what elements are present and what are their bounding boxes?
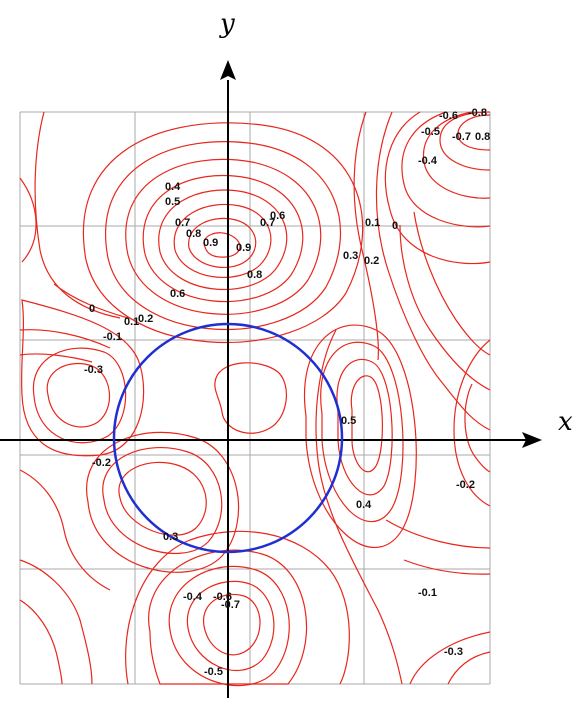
contour-label: -0.7 (221, 599, 240, 611)
contour-label: 0.7 (175, 217, 190, 229)
contour-label: 0.8 (475, 131, 490, 143)
contour-label: 0.8 (186, 228, 201, 240)
contour-label: 0.9 (236, 242, 251, 254)
y-axis-label: y (219, 9, 235, 39)
y-axis-arrow-icon (220, 60, 236, 80)
contour-label: -0.3 (84, 364, 103, 376)
contour-label: -0.6 (439, 110, 458, 122)
contour-label: 0.4 (356, 499, 372, 511)
contour-label: 0.1 (124, 316, 139, 328)
grid (19, 111, 491, 685)
contour-label: -0.7 (452, 131, 471, 143)
contour-label: 0.2 (138, 313, 153, 325)
contour-label: 0 (89, 303, 95, 315)
contour-label: 0.2 (364, 255, 379, 267)
contour-label: 0.6 (170, 288, 185, 300)
contour-label: -0.1 (418, 587, 437, 599)
contour-label: -0.4 (418, 155, 438, 167)
axes (0, 60, 542, 698)
contour-label: 0.3 (343, 250, 358, 262)
contour-label: 0.9 (203, 237, 218, 249)
contour-label: 0.5 (341, 415, 356, 427)
contour-label: 0.1 (365, 217, 380, 229)
contour-labels: -0.6 -0.8 -0.5 -0.7 0.8 -0.4 0.4 0.5 0.6… (84, 107, 490, 678)
contour-label: 0.6 (270, 210, 285, 222)
contour-label: -0.5 (421, 126, 440, 138)
contour-label: -0.3 (444, 646, 463, 658)
x-axis-label: x (558, 407, 573, 437)
x-axis-arrow-icon (522, 432, 542, 448)
contour-label: 0 (392, 220, 398, 232)
contour-label: -0.2 (456, 479, 475, 491)
contour-label: 0.3 (163, 531, 178, 543)
unit-circle (112, 322, 344, 554)
contour-label: -0.8 (468, 107, 487, 119)
contour-lines (19, 111, 491, 687)
contour-label: 0.4 (165, 181, 181, 193)
contour-label: 0.7 (260, 217, 275, 229)
contour-label: 0.8 (247, 269, 262, 281)
contour-label: -0.4 (183, 591, 203, 603)
contour-label: -0.1 (103, 331, 122, 343)
contour-label: 0.5 (165, 196, 180, 208)
contour-label: -0.6 (213, 591, 232, 603)
contour-label: -0.5 (204, 666, 223, 678)
contour-label: -0.2 (92, 457, 111, 469)
